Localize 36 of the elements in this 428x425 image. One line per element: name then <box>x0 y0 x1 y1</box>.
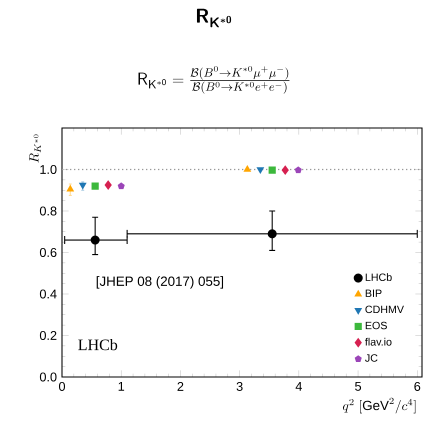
x-axis-title: $q^2\ [\mathrm{GeV}^2/c^4]$ <box>342 398 416 414</box>
chart-title: $\boldsymbol{\mathsf{R_{K^{*0}}}}$ <box>196 8 232 28</box>
x-tick-label: 5 <box>355 382 362 391</box>
x-tick-label: 2 <box>178 382 184 391</box>
point <box>66 185 74 192</box>
y-tick-label: 0.8 <box>40 206 56 216</box>
legend-label: CDHMV <box>365 306 404 314</box>
point <box>92 182 99 190</box>
point <box>104 180 112 190</box>
point <box>268 229 277 238</box>
y-tick-label: 0.2 <box>40 331 56 340</box>
point <box>118 182 125 190</box>
point <box>256 167 264 174</box>
point <box>244 165 251 172</box>
point <box>282 166 289 175</box>
y-axis-title: $R_{K^{*0}}$ <box>29 134 41 163</box>
chart-subtitle: $\mathsf{R_{K^{*0}}} = \frac{\mathcal{B}(B^0\to K^{*0}\mu^+\mu^-)}{\mathcal{B}(B^0\to K^{*0}e^+e^-)}$ <box>138 66 290 94</box>
x-tick-label: 0 <box>58 382 66 391</box>
annotation: LHCb <box>78 338 118 350</box>
y-tick-label: 1.0 <box>40 165 57 174</box>
legend-label: EOS <box>366 322 387 330</box>
point <box>294 166 302 174</box>
point <box>90 236 100 245</box>
x-tick-label: 4 <box>296 382 302 391</box>
legend-label: LHCb <box>366 273 392 282</box>
annotation: [JHEP 08 (2017) 055] <box>96 276 224 289</box>
point <box>268 166 276 174</box>
legend-label: flav.io <box>365 338 392 346</box>
y-tick-label: 0.0 <box>40 372 57 382</box>
legend-label: BIP <box>366 290 382 297</box>
y-tick-label: 0.6 <box>40 248 56 257</box>
legend-label: JC <box>365 354 378 362</box>
x-tick-label: 3 <box>236 382 243 391</box>
x-tick-label: 1 <box>118 382 124 391</box>
y-tick-label: 0.4 <box>40 290 57 298</box>
x-tick-label: 6 <box>414 382 420 391</box>
